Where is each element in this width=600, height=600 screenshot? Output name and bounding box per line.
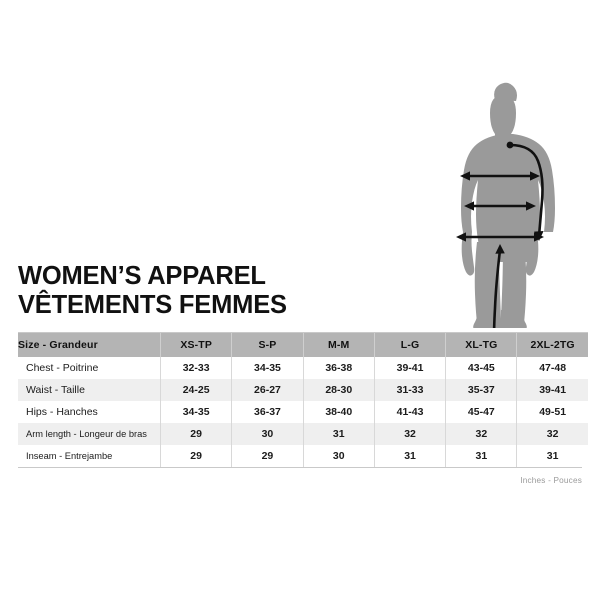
cell-value: 35-37 xyxy=(445,379,517,401)
row-label: Hips - Hanches xyxy=(26,406,98,418)
inseam-arrow xyxy=(492,244,505,328)
cell-value: 36-38 xyxy=(302,357,375,379)
cell-value: 38-40 xyxy=(302,401,375,423)
table-bottom-rule xyxy=(18,467,582,468)
cell-value: 30 xyxy=(302,445,375,467)
cell-value: 32 xyxy=(373,423,446,445)
cell-value: 31 xyxy=(302,423,375,445)
cell-value: 43-45 xyxy=(445,357,517,379)
cell-value: 31-33 xyxy=(373,379,446,401)
cell-value: 39-41 xyxy=(373,357,446,379)
cell-value: 29 xyxy=(159,445,232,467)
cell-value: 28-30 xyxy=(302,379,375,401)
cell-value: 32 xyxy=(445,423,517,445)
cell-value: 24-25 xyxy=(159,379,232,401)
cell-value: 47-48 xyxy=(516,357,588,379)
column-header-m: M-M xyxy=(302,332,375,357)
cell-value: 34-35 xyxy=(231,357,304,379)
column-header-xl: XL-TG xyxy=(445,332,517,357)
cell-value: 41-43 xyxy=(373,401,446,423)
table-header-row: Size - Grandeur XS-TP S-P M-M L-G XL-TG … xyxy=(18,332,588,357)
table-row: Inseam - Entrejambe 29 29 30 31 31 31 xyxy=(18,445,588,467)
cell-value: 32-33 xyxy=(159,357,232,379)
table-row: Arm length - Longeur de bras 29 30 31 32… xyxy=(18,423,588,445)
measurement-figure xyxy=(400,28,600,328)
chest-arrow xyxy=(460,171,540,181)
row-label: Chest - Poitrine xyxy=(26,362,99,374)
cell-value: 31 xyxy=(445,445,517,467)
row-label: Arm length - Longeur de bras xyxy=(26,429,147,439)
table-row: Chest - Poitrine 32-33 34-35 36-38 39-41… xyxy=(18,357,588,379)
column-header-size: Size - Grandeur xyxy=(18,332,161,357)
units-note: Inches - Pouces xyxy=(520,476,582,485)
page-title: WOMEN’S APPAREL VÊTEMENTS FEMMES xyxy=(18,262,418,320)
cell-value: 31 xyxy=(373,445,446,467)
waist-arrow xyxy=(464,201,536,211)
cell-value: 36-37 xyxy=(231,401,304,423)
arm-length-arrow xyxy=(506,141,544,241)
row-label: Inseam - Entrejambe xyxy=(26,451,113,461)
table-row: Waist - Taille 24-25 26-27 28-30 31-33 3… xyxy=(18,379,588,401)
cell-value: 29 xyxy=(159,423,232,445)
cell-value: 31 xyxy=(516,445,588,467)
title-line-en: WOMEN’S APPAREL xyxy=(18,262,266,290)
row-label: Waist - Taille xyxy=(26,384,85,396)
column-header-l: L-G xyxy=(373,332,446,357)
cell-value: 45-47 xyxy=(445,401,517,423)
table-row: Hips - Hanches 34-35 36-37 38-40 41-43 4… xyxy=(18,401,588,423)
cell-value: 34-35 xyxy=(159,401,232,423)
size-chart-table: Size - Grandeur XS-TP S-P M-M L-G XL-TG … xyxy=(18,332,588,468)
cell-value: 29 xyxy=(231,445,304,467)
cell-value: 26-27 xyxy=(231,379,304,401)
cell-value: 49-51 xyxy=(516,401,588,423)
cell-value: 39-41 xyxy=(516,379,588,401)
column-header-s: S-P xyxy=(231,332,304,357)
column-header-xs: XS-TP xyxy=(159,332,232,357)
column-header-2xl: 2XL-2TG xyxy=(516,332,588,357)
cell-value: 32 xyxy=(516,423,588,445)
title-line-fr: VÊTEMENTS FEMMES xyxy=(18,290,287,319)
cell-value: 30 xyxy=(231,423,304,445)
